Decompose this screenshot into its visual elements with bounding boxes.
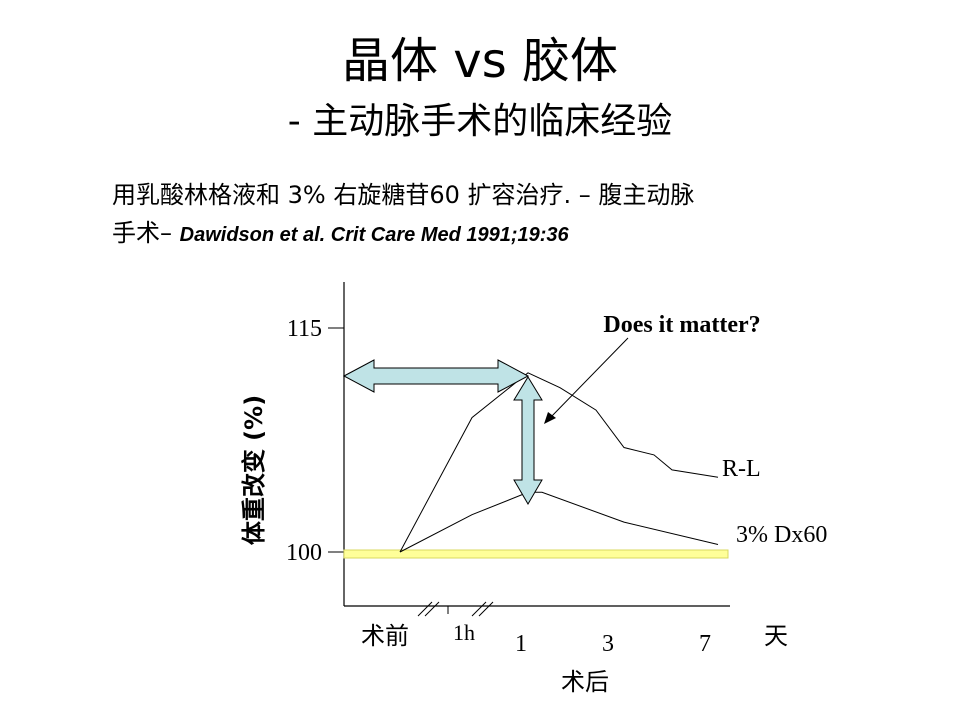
annotation-does-it-matter: Does it matter? bbox=[603, 312, 760, 338]
body-line-1: 用乳酸林格液和 3% 右旋糖苷60 扩容治疗. – 腹主动脉 bbox=[112, 181, 695, 209]
series-line-dx60 bbox=[399, 491, 719, 553]
x-tick-label-1h: 1h bbox=[453, 620, 475, 645]
citation: Dawidson et al. Crit Care Med 1991;19:36 bbox=[179, 224, 569, 246]
slide-title: 晶体 vs 胶体 bbox=[342, 33, 618, 89]
x-tick-label-day1: 1 bbox=[515, 631, 527, 657]
horizontal-double-arrow bbox=[342, 359, 530, 393]
axis-break-marks bbox=[417, 601, 494, 617]
series-label-rl: R-L bbox=[722, 456, 761, 482]
y-tick-label-115: 115 bbox=[287, 316, 322, 342]
x-tick-label-day7: 7 bbox=[699, 631, 711, 657]
y-tick-label-100: 100 bbox=[286, 540, 322, 566]
x-tick-label-preop: 术前 bbox=[361, 622, 409, 650]
slide-body-text: 用乳酸林格液和 3% 右旋糖苷60 扩容治疗. – 腹主动脉 手术– Dawid… bbox=[112, 176, 892, 254]
series-line-rl bbox=[399, 372, 719, 553]
series-label-dx60: 3% Dx60 bbox=[736, 522, 827, 548]
baseline-band bbox=[343, 549, 729, 559]
x-tick-label-day3: 3 bbox=[602, 631, 614, 657]
annotation-pointer-head bbox=[544, 412, 556, 424]
x-unit-label: 天 bbox=[764, 622, 788, 650]
slide-subtitle: - 主动脉手术的临床经验 bbox=[287, 101, 673, 142]
body-line-2-prefix: 手术– bbox=[112, 219, 180, 247]
vertical-double-arrow bbox=[513, 376, 543, 505]
y-axis-label: 体重改变 (%) bbox=[240, 395, 268, 545]
x-group-label: 术后 bbox=[561, 668, 609, 696]
annotation-pointer-line bbox=[549, 337, 629, 419]
